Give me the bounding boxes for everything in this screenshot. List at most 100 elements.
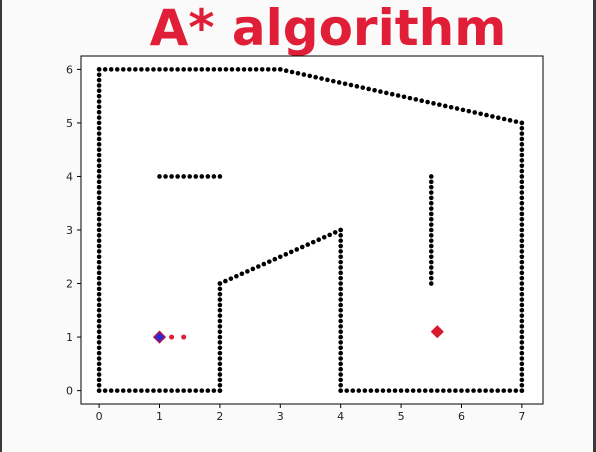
obstacle-point	[459, 388, 464, 393]
obstacle-point	[338, 270, 343, 276]
obstacle-point	[96, 184, 102, 190]
obstacle-point	[145, 67, 150, 72]
obstacle-point	[102, 67, 108, 72]
obstacle-point	[507, 388, 513, 393]
obstacle-point	[519, 345, 525, 351]
x-tick-label: 1	[156, 410, 163, 423]
obstacle-point	[519, 361, 525, 367]
obstacle-point	[199, 174, 205, 179]
obstacle-point	[507, 118, 513, 123]
obstacle-point	[354, 84, 360, 89]
x-tick-label: 4	[337, 410, 344, 423]
obstacle-point	[372, 87, 377, 93]
x-tick-label: 5	[398, 410, 405, 423]
obstacle-point	[245, 269, 250, 274]
obstacle-point	[338, 281, 343, 286]
obstacle-point	[193, 67, 199, 72]
start-marker	[152, 330, 167, 344]
y-tick-label: 2	[66, 278, 73, 291]
obstacle-point	[378, 89, 383, 94]
obstacle-point	[401, 94, 407, 100]
obstacle-point	[217, 313, 223, 318]
obstacle-point	[519, 350, 525, 356]
obstacle-point	[368, 388, 374, 393]
obstacle-point	[338, 340, 343, 345]
obstacle-point	[386, 388, 392, 393]
obstacle-point	[490, 114, 495, 119]
obstacle-point	[217, 318, 223, 324]
obstacle-point	[256, 264, 261, 269]
obstacle-point	[338, 233, 343, 238]
obstacle-point	[217, 340, 223, 345]
obstacle-point	[519, 222, 525, 227]
obstacle-point	[289, 69, 295, 75]
obstacle-point	[348, 82, 354, 88]
obstacle-point	[519, 265, 525, 270]
obstacle-point	[229, 67, 235, 72]
obstacle-point	[96, 361, 102, 367]
obstacle-point	[519, 324, 525, 329]
obstacle-point	[169, 388, 174, 393]
obstacle-point	[96, 120, 102, 126]
obstacle-point	[338, 238, 343, 244]
obstacle-point	[151, 67, 156, 72]
obstacle-point	[96, 297, 102, 302]
obstacle-point	[519, 308, 525, 313]
obstacle-point	[316, 237, 322, 243]
obstacle-point	[519, 372, 525, 377]
obstacle-point	[96, 77, 102, 83]
obstacle-point	[495, 115, 501, 120]
obstacle-point	[288, 249, 294, 255]
obstacle-point	[96, 286, 102, 292]
obstacle-point	[338, 382, 343, 388]
obstacle-point	[495, 388, 501, 393]
obstacle-point	[96, 249, 102, 254]
obstacle-point	[519, 142, 525, 147]
obstacle-point	[307, 73, 313, 79]
obstacle-point	[472, 110, 478, 115]
obstacle-point	[519, 334, 525, 340]
obstacle-point	[133, 67, 138, 72]
path-point	[169, 334, 175, 340]
obstacle-point	[327, 232, 333, 238]
obstacle-point	[519, 318, 525, 324]
obstacle-point	[96, 318, 102, 324]
obstacle-point	[519, 243, 525, 249]
obstacle-point	[217, 302, 223, 308]
obstacle-point	[96, 291, 102, 297]
obstacle-point	[428, 222, 434, 227]
obstacle-point	[519, 147, 525, 152]
obstacle-point	[519, 179, 525, 185]
obstacle-point	[519, 382, 525, 388]
x-tick-label: 0	[96, 410, 103, 423]
obstacle-point	[519, 227, 525, 233]
obstacle-point	[96, 340, 102, 345]
obstacle-point	[350, 388, 356, 393]
obstacle-point	[338, 366, 343, 372]
obstacle-point	[295, 71, 301, 76]
obstacle-point	[331, 78, 336, 84]
obstacle-point	[419, 98, 425, 104]
obstacle-point	[228, 276, 234, 281]
obstacle-point	[441, 388, 446, 393]
obstacle-point	[338, 286, 343, 292]
obstacle-point	[127, 388, 132, 393]
y-tick-label: 4	[66, 170, 73, 183]
obstacle-point	[519, 174, 525, 179]
x-tick-label: 2	[216, 410, 223, 423]
obstacle-point	[157, 174, 162, 179]
obstacle-point	[175, 67, 180, 72]
obstacle-point	[96, 382, 102, 388]
obstacle-point	[217, 356, 223, 361]
obstacle-point	[217, 361, 223, 367]
obstacle-point	[428, 206, 434, 211]
obstacle-point	[96, 227, 102, 233]
obstacle-point	[199, 67, 205, 72]
y-tick-label: 1	[66, 331, 73, 344]
obstacle-point	[519, 302, 525, 308]
obstacle-point	[217, 377, 223, 383]
obstacle-point	[428, 265, 434, 270]
obstacle-point	[431, 101, 436, 106]
obstacle-point	[519, 158, 525, 163]
